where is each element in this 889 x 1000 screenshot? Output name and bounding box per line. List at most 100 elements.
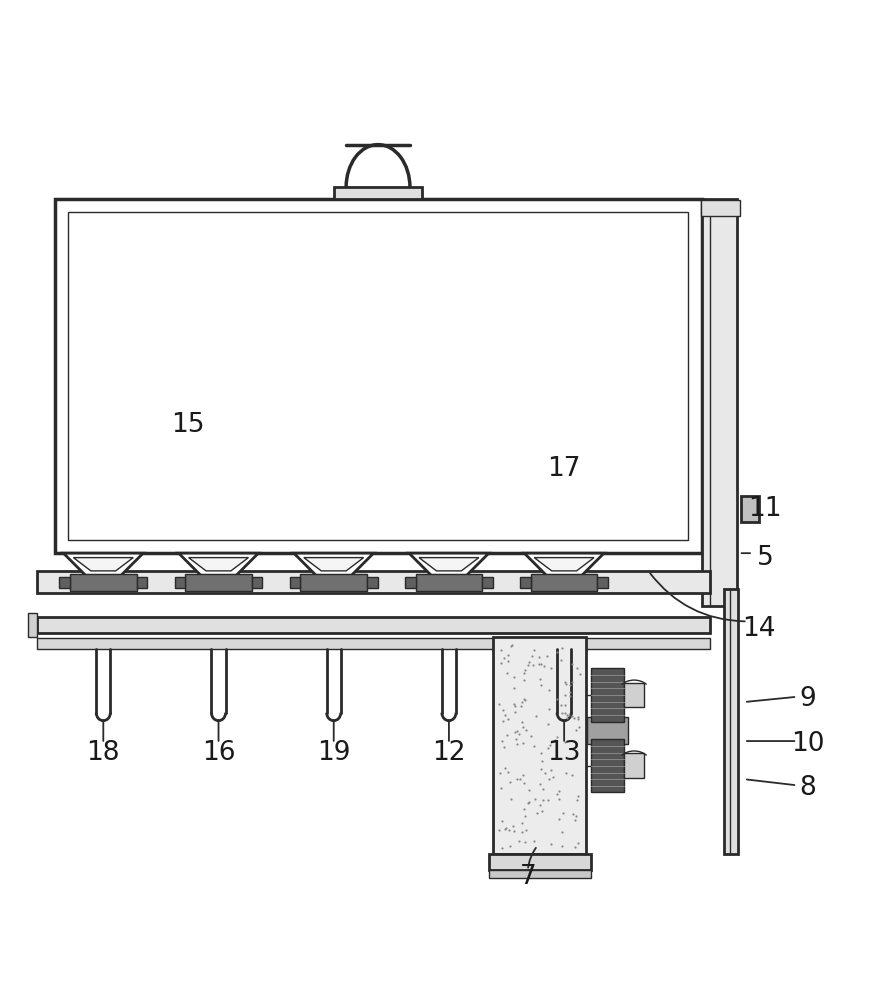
Bar <box>405 577 416 588</box>
Point <box>510 736 525 752</box>
Polygon shape <box>63 553 143 575</box>
Bar <box>36 638 710 649</box>
Point <box>533 761 548 777</box>
Point <box>500 727 514 743</box>
Point <box>518 692 533 708</box>
Bar <box>531 574 597 591</box>
Text: 7: 7 <box>520 864 537 890</box>
Point <box>498 707 512 723</box>
Point <box>493 642 508 658</box>
Point <box>563 684 577 700</box>
Bar <box>520 577 531 588</box>
Point <box>494 733 509 749</box>
Point <box>509 771 524 787</box>
Point <box>558 734 573 750</box>
Point <box>565 767 580 783</box>
Point <box>554 697 568 713</box>
Point <box>565 674 580 690</box>
Point <box>556 824 570 840</box>
Point <box>508 724 522 740</box>
Bar <box>701 200 741 216</box>
Point <box>516 719 530 735</box>
Point <box>559 676 573 692</box>
Point <box>536 781 550 797</box>
Point <box>515 815 529 831</box>
Point <box>542 701 557 717</box>
Point <box>555 640 569 656</box>
Bar <box>590 668 624 722</box>
Point <box>544 660 558 676</box>
Point <box>508 698 522 714</box>
Point <box>507 680 521 696</box>
Bar <box>489 854 590 870</box>
Point <box>516 714 530 730</box>
Point <box>501 665 515 681</box>
Point <box>493 765 508 781</box>
Point <box>501 711 516 727</box>
Point <box>541 682 556 698</box>
Point <box>541 792 556 808</box>
Text: 16: 16 <box>202 740 236 766</box>
Point <box>517 767 531 783</box>
Point <box>564 688 578 704</box>
Point <box>495 840 509 856</box>
Point <box>533 656 547 672</box>
Text: 9: 9 <box>799 686 816 712</box>
Point <box>543 737 557 753</box>
Point <box>524 728 538 744</box>
Point <box>565 708 579 724</box>
Point <box>567 839 581 855</box>
Point <box>517 801 532 817</box>
Point <box>526 657 541 673</box>
Point <box>549 786 564 802</box>
Bar <box>624 753 644 778</box>
Point <box>497 650 511 666</box>
Text: 15: 15 <box>171 412 204 438</box>
Point <box>558 705 573 721</box>
Point <box>555 838 569 854</box>
Point <box>572 709 586 725</box>
Bar <box>416 574 482 591</box>
Point <box>533 671 547 687</box>
Point <box>514 698 528 714</box>
Point <box>518 808 533 824</box>
Point <box>549 729 564 745</box>
Point <box>517 691 532 707</box>
Bar <box>493 637 587 854</box>
Point <box>501 653 515 669</box>
Bar <box>300 574 367 591</box>
Point <box>498 821 512 837</box>
Point <box>534 745 549 761</box>
Polygon shape <box>188 558 248 571</box>
Point <box>538 765 552 781</box>
Bar <box>290 577 300 588</box>
Point <box>517 672 531 688</box>
Point <box>507 696 521 712</box>
Point <box>534 753 549 769</box>
Point <box>528 791 542 807</box>
Polygon shape <box>294 553 373 575</box>
Point <box>515 824 529 840</box>
Point <box>541 771 556 787</box>
Point <box>541 740 555 756</box>
Point <box>506 818 520 834</box>
Point <box>504 638 518 654</box>
Point <box>558 765 573 781</box>
Point <box>492 822 506 838</box>
Bar <box>60 577 70 588</box>
Polygon shape <box>419 558 479 571</box>
Text: 10: 10 <box>791 731 825 757</box>
Bar <box>482 577 493 588</box>
Point <box>501 764 516 780</box>
Bar <box>597 577 608 588</box>
Point <box>497 739 511 755</box>
Point <box>572 719 586 735</box>
Text: 18: 18 <box>86 740 120 766</box>
Bar <box>70 574 137 591</box>
Point <box>529 708 543 724</box>
Point <box>505 637 519 653</box>
Point <box>554 652 568 668</box>
Point <box>544 762 558 778</box>
Point <box>526 738 541 754</box>
Point <box>531 805 545 821</box>
